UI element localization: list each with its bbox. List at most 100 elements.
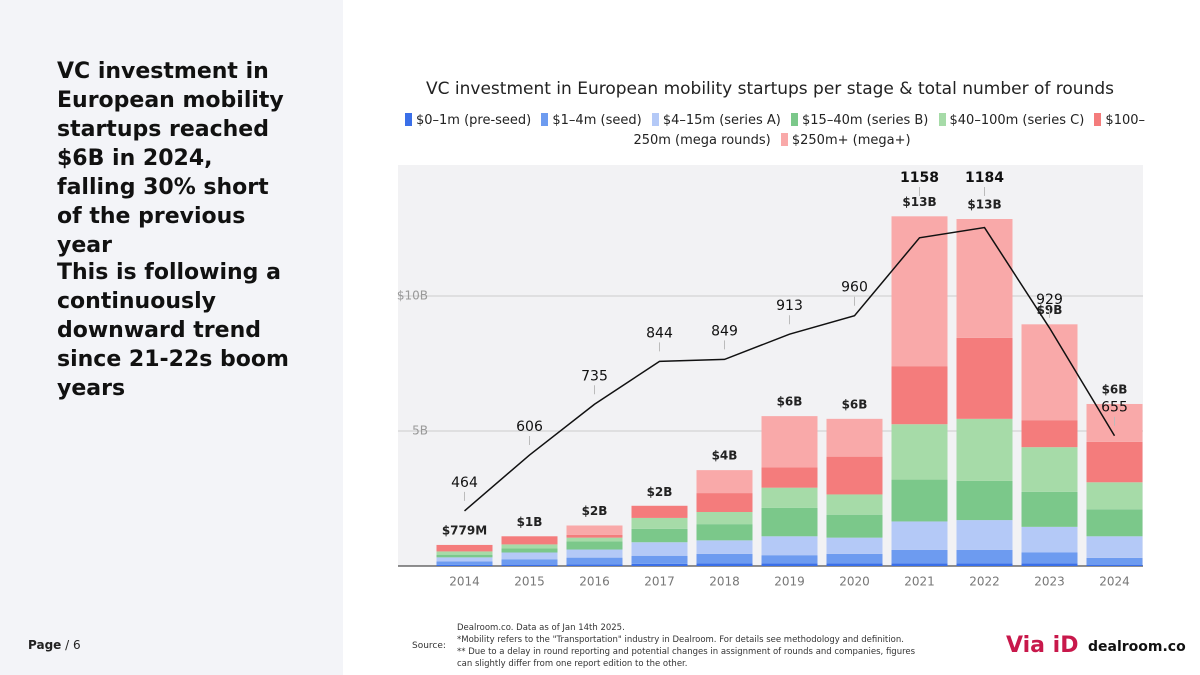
bar-segment	[631, 528, 688, 543]
legend-swatch	[541, 113, 549, 126]
side-panel	[0, 0, 343, 675]
bar-segment	[956, 563, 1013, 566]
x-tick-label: 2021	[904, 575, 935, 589]
rounds-label: 929	[1036, 292, 1063, 308]
bar-segment	[436, 554, 493, 558]
bar-segment	[566, 557, 623, 565]
legend: $0–1m (pre-seed) $1–4m (seed) $4–15m (se…	[398, 111, 1146, 151]
total-label: $4B	[712, 449, 738, 463]
legend-swatch	[780, 133, 788, 146]
total-label: $13B	[967, 198, 1001, 212]
rounds-label: 735	[581, 368, 608, 384]
bar-segment	[1086, 441, 1143, 483]
total-label: $6B	[777, 395, 803, 409]
x-tick-label: 2024	[1099, 575, 1130, 589]
bar-segment	[631, 542, 688, 556]
total-label: $6B	[1102, 382, 1128, 396]
bar-segment	[891, 424, 948, 480]
bar-segment	[1021, 526, 1078, 553]
bar-segment	[891, 366, 948, 425]
bar-segment	[956, 520, 1013, 550]
source-line: Dealroom.co. Data as of Jan 14th 2025.	[457, 623, 625, 633]
legend-label: $4–15m (series A)	[662, 113, 781, 128]
legend-item: $100–250m (mega rounds)	[633, 113, 1145, 148]
bar-segment	[1021, 447, 1078, 492]
x-tick-label: 2018	[709, 575, 740, 589]
bar-segment	[696, 540, 753, 554]
legend-item: $40–100m (series C)	[933, 113, 1085, 128]
page-count: / 6	[65, 638, 81, 652]
total-label: $6B	[842, 397, 868, 411]
bar-segment	[761, 536, 818, 556]
bar-segment	[501, 536, 558, 545]
bar-segment	[956, 549, 1013, 564]
logo: dealroom.co	[1088, 639, 1186, 655]
x-tick-label: 2015	[514, 575, 545, 589]
x-tick-label: 2023	[1034, 575, 1065, 589]
legend-item: $15–40m (series B)	[785, 113, 928, 128]
bar-segment	[566, 564, 623, 566]
legend-item: $1–4m (seed)	[535, 113, 642, 128]
legend-swatch	[938, 113, 946, 126]
bar-segment	[696, 470, 753, 494]
source-line: ** Due to a delay in round reporting and…	[457, 647, 916, 669]
bar-segment	[826, 553, 883, 564]
bar-segment	[501, 564, 558, 566]
bar-segment	[566, 525, 623, 535]
bar-segment	[696, 563, 753, 566]
bar-segment	[891, 479, 948, 522]
total-label: $2B	[647, 485, 673, 499]
total-label: $2B	[582, 504, 608, 518]
heading: This is following a continuously downwar…	[57, 260, 289, 401]
bar-segment	[436, 564, 493, 566]
x-tick-label: 2022	[969, 575, 1000, 589]
legend-label: $40–100m (series C)	[949, 113, 1085, 128]
bar-segment	[566, 534, 623, 538]
legend-label: $15–40m (series B)	[802, 113, 929, 128]
total-label: $13B	[902, 195, 936, 209]
rounds-label: 960	[841, 280, 868, 296]
rounds-label: 1158	[900, 170, 939, 186]
bar-segment	[1021, 491, 1078, 527]
legend-label: $250m+ (mega+)	[791, 133, 911, 148]
bar-segment	[956, 219, 1013, 338]
bar-segment	[1021, 324, 1078, 421]
legend-swatch	[651, 113, 659, 126]
rounds-line	[464, 226, 1116, 512]
rounds-label: 606	[516, 419, 543, 435]
rounds-label: 849	[711, 323, 738, 339]
bar-segment	[826, 537, 883, 554]
bar-segment	[1086, 557, 1143, 565]
bar-segment	[566, 537, 623, 542]
bar-segment	[436, 561, 493, 565]
bar-segment	[436, 551, 493, 555]
bar-segment	[761, 555, 818, 564]
bar-segment	[761, 563, 818, 566]
bar-segment	[501, 552, 558, 560]
total-label: $1B	[517, 515, 543, 529]
bar-segment	[1021, 420, 1078, 448]
bar-segment	[891, 563, 948, 566]
legend-label: $0–1m (pre-seed)	[415, 113, 532, 128]
bar-segment	[1086, 564, 1143, 566]
bar-segment	[826, 456, 883, 495]
rounds-label: 844	[646, 325, 673, 341]
bar-segment	[956, 418, 1013, 481]
bar-segment	[696, 524, 753, 541]
bar-segment	[631, 563, 688, 566]
page-number: Page / 6	[28, 638, 81, 652]
bar-segment	[436, 544, 493, 552]
bar-segment	[501, 544, 558, 549]
x-tick-label: 2016	[579, 575, 610, 589]
legend-swatch	[791, 113, 799, 126]
legend-swatch	[1094, 113, 1102, 126]
legend-label: $100–250m (mega rounds)	[633, 113, 1146, 148]
bar-segment	[696, 511, 753, 525]
chart-title: VC investment in European mobility start…	[426, 79, 1114, 99]
y-tick-label: $10B	[397, 288, 428, 302]
source-line: *Mobility refers to the "Transportation"…	[457, 635, 904, 645]
y-tick-label: 5B	[412, 423, 428, 437]
bar-segment	[1021, 552, 1078, 564]
bar-segment	[891, 521, 948, 550]
bar-segment	[566, 549, 623, 558]
